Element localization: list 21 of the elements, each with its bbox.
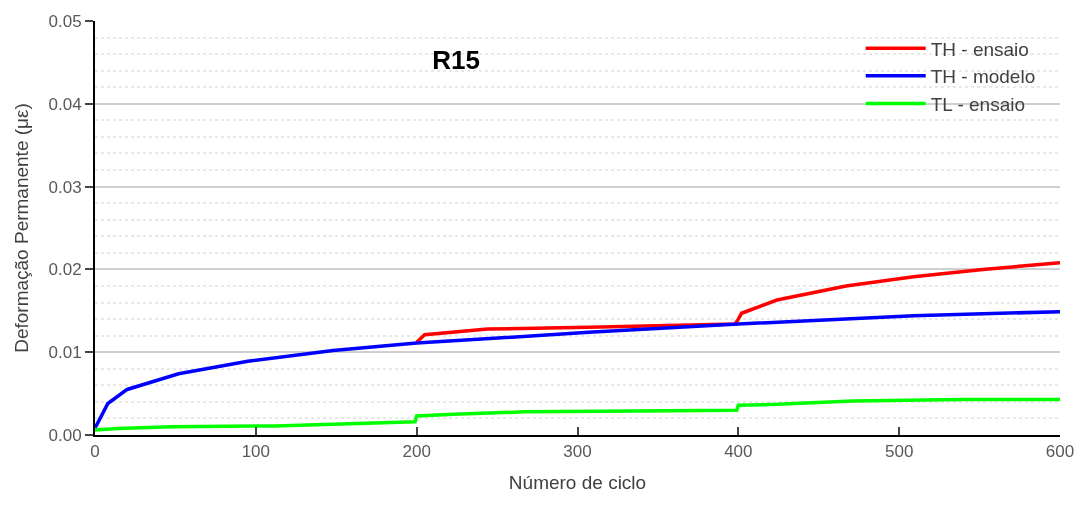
y-tick-label: 0.01: [48, 343, 82, 363]
legend-label: TH - modelo: [930, 66, 1036, 88]
x-tick-label: 0: [90, 442, 100, 462]
y-tick-label: 0.02: [48, 260, 82, 280]
y-tick-label: 0.04: [48, 94, 82, 114]
line-series: [95, 397, 1060, 432]
legend-label: TH - ensaio: [930, 38, 1029, 60]
y-tick-label: 0.00: [48, 425, 82, 445]
text: R15: [432, 44, 480, 75]
y-axis-title: Deformação Permanente (με): [10, 103, 32, 353]
x-tick-label: 400: [724, 442, 753, 462]
line-series: [95, 309, 1060, 430]
y-tick-label: 0.03: [48, 177, 82, 197]
x-tick-label: 300: [563, 442, 592, 462]
x-tick-label: 100: [241, 442, 271, 462]
x-tick-label: 500: [884, 442, 914, 462]
legend-label: TL - ensaio: [930, 93, 1026, 115]
x-axis-title: Número de ciclo: [508, 471, 647, 493]
x-tick-label: 600: [1045, 442, 1075, 462]
x-tick-label: 200: [402, 442, 431, 462]
y-tick-label: 0.05: [48, 11, 82, 31]
